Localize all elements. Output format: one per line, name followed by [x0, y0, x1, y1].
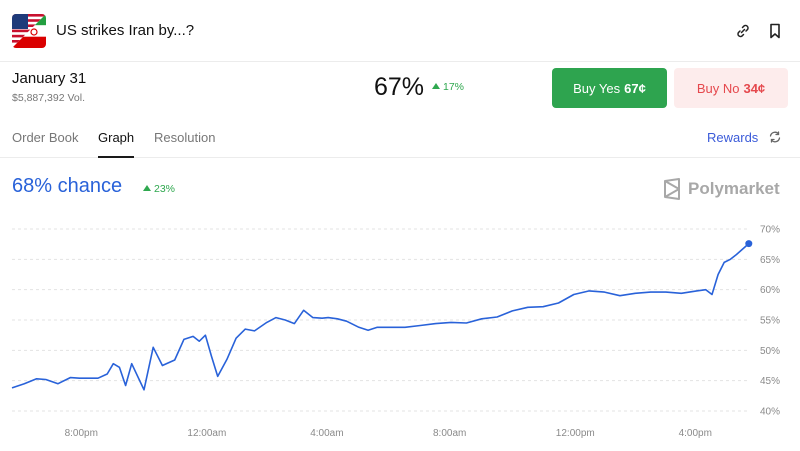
buy-yes-price: 67¢ [624, 80, 646, 96]
tab-bar: Order Book Graph Resolution Rewards [0, 118, 800, 158]
triangle-up-icon [432, 83, 440, 89]
price-chart[interactable]: 70% 65% 60% 55% 50% 45% 40% 8:00pm 12:00am 4:00a… [0, 215, 800, 445]
polymarket-logo: Polymarket [662, 178, 780, 200]
link-icon[interactable] [732, 20, 754, 42]
series-line [11, 243, 750, 391]
x-tick-label: 12:00pm [556, 428, 595, 439]
buy-no-price: 34¢ [743, 80, 766, 96]
buy-yes-button[interactable]: Buy Yes 67¢ [552, 68, 667, 108]
outcome-date: January 31 [12, 70, 87, 87]
us-iran-flag-icon [12, 14, 46, 48]
x-tick-label: 4:00am [310, 428, 343, 439]
tab-resolution[interactable]: Resolution [154, 130, 216, 145]
y-tick-label: 50% [760, 346, 780, 357]
triangle-up-icon [143, 185, 151, 191]
x-tick-label: 4:00pm [679, 428, 712, 439]
polymarket-icon [664, 178, 680, 200]
outcome-price-change: 17% [432, 81, 464, 93]
y-tick-label: 55% [760, 316, 780, 327]
chance-value: 68% chance [12, 175, 123, 197]
rewards-link[interactable]: Rewards [707, 130, 759, 145]
y-axis-ticks: 70% 65% 60% 55% 50% 45% 40% [760, 225, 780, 418]
series-end-point [745, 240, 753, 248]
y-tick-label: 70% [760, 225, 780, 236]
brand-name: Polymarket [688, 179, 780, 198]
buy-no-button[interactable]: Buy No 34¢ [674, 68, 788, 108]
x-axis-ticks: 8:00pm 12:00am 4:00am 8:00am 12:00pm 4:00pm [65, 428, 712, 439]
x-tick-label: 8:00am [433, 428, 466, 439]
y-tick-label: 40% [760, 407, 780, 418]
x-tick-label: 12:00am [187, 428, 226, 439]
outcome-price-change-value: 17% [443, 81, 465, 93]
buy-yes-label: Buy Yes [573, 80, 621, 96]
chance-change: 23% [143, 183, 175, 195]
active-tab-indicator [98, 156, 134, 158]
chart-grid [12, 228, 750, 412]
chance-change-value: 23% [154, 183, 176, 195]
y-tick-label: 45% [760, 376, 780, 387]
bookmark-icon[interactable] [764, 20, 786, 42]
outcome-volume: $5,887,392 Vol. [12, 92, 85, 104]
buy-no-label: Buy No [696, 80, 740, 96]
market-header: US strikes Iran by...? [0, 0, 800, 62]
market-title: US strikes Iran by...? [56, 22, 195, 39]
tab-order-book[interactable]: Order Book [12, 130, 79, 145]
y-tick-label: 60% [760, 285, 780, 296]
y-tick-label: 65% [760, 255, 780, 266]
outcome-price: 67% [374, 73, 425, 101]
x-tick-label: 8:00pm [65, 428, 98, 439]
refresh-icon[interactable] [768, 130, 784, 146]
tab-graph[interactable]: Graph [98, 130, 135, 145]
